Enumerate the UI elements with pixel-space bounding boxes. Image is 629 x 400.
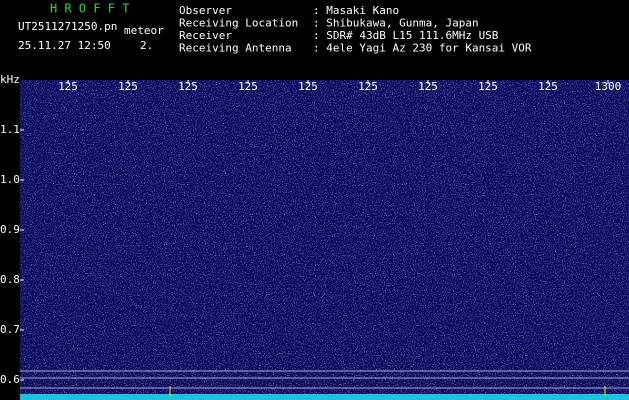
time-tick-label: 125 <box>298 80 318 93</box>
counter: 2. <box>140 39 153 52</box>
file-name: UT2511271250.pn <box>18 20 117 33</box>
time-tick-label: 125 <box>418 80 438 93</box>
info-label: Receiver <box>179 29 232 42</box>
timestamp: 25.11.27 12:50 <box>18 39 111 52</box>
time-tick-label: 125 <box>238 80 258 93</box>
unit-label: kHz <box>0 73 20 86</box>
freq-tick-label: 0.8 <box>0 273 20 286</box>
app-title: H R O F F T <box>50 2 129 16</box>
signal-strip <box>20 394 629 400</box>
time-tick-label: 1300 <box>595 80 622 93</box>
freq-tick-label: 1.1 <box>0 123 20 136</box>
info-value: : SDR# 43dB L15 111.6MHz USB <box>313 29 499 42</box>
time-tick-label: 125 <box>58 80 78 93</box>
info-value: : 4ele Yagi Az 230 for Kansai VOR <box>313 42 532 55</box>
freq-tick-label: 0.9 <box>0 223 20 236</box>
spectrogram-noise <box>20 80 629 394</box>
freq-tick-label: 0.6 <box>0 373 20 386</box>
time-tick-label: 125 <box>118 80 138 93</box>
time-tick-label: 125 <box>358 80 378 93</box>
time-tick-label: 125 <box>538 80 558 93</box>
time-tick-label: 125 <box>478 80 498 93</box>
info-value: : Masaki Kano <box>313 4 399 17</box>
freq-tick-label: 1.0 <box>0 173 20 186</box>
info-label: Receiving Antenna <box>179 42 292 55</box>
mode: meteor <box>124 24 164 37</box>
info-value: : Shibukawa, Gunma, Japan <box>313 17 479 30</box>
info-label: Receiving Location <box>179 17 298 30</box>
info-label: Observer <box>179 4 232 17</box>
time-tick-label: 125 <box>178 80 198 93</box>
freq-tick-label: 0.7 <box>0 323 20 336</box>
